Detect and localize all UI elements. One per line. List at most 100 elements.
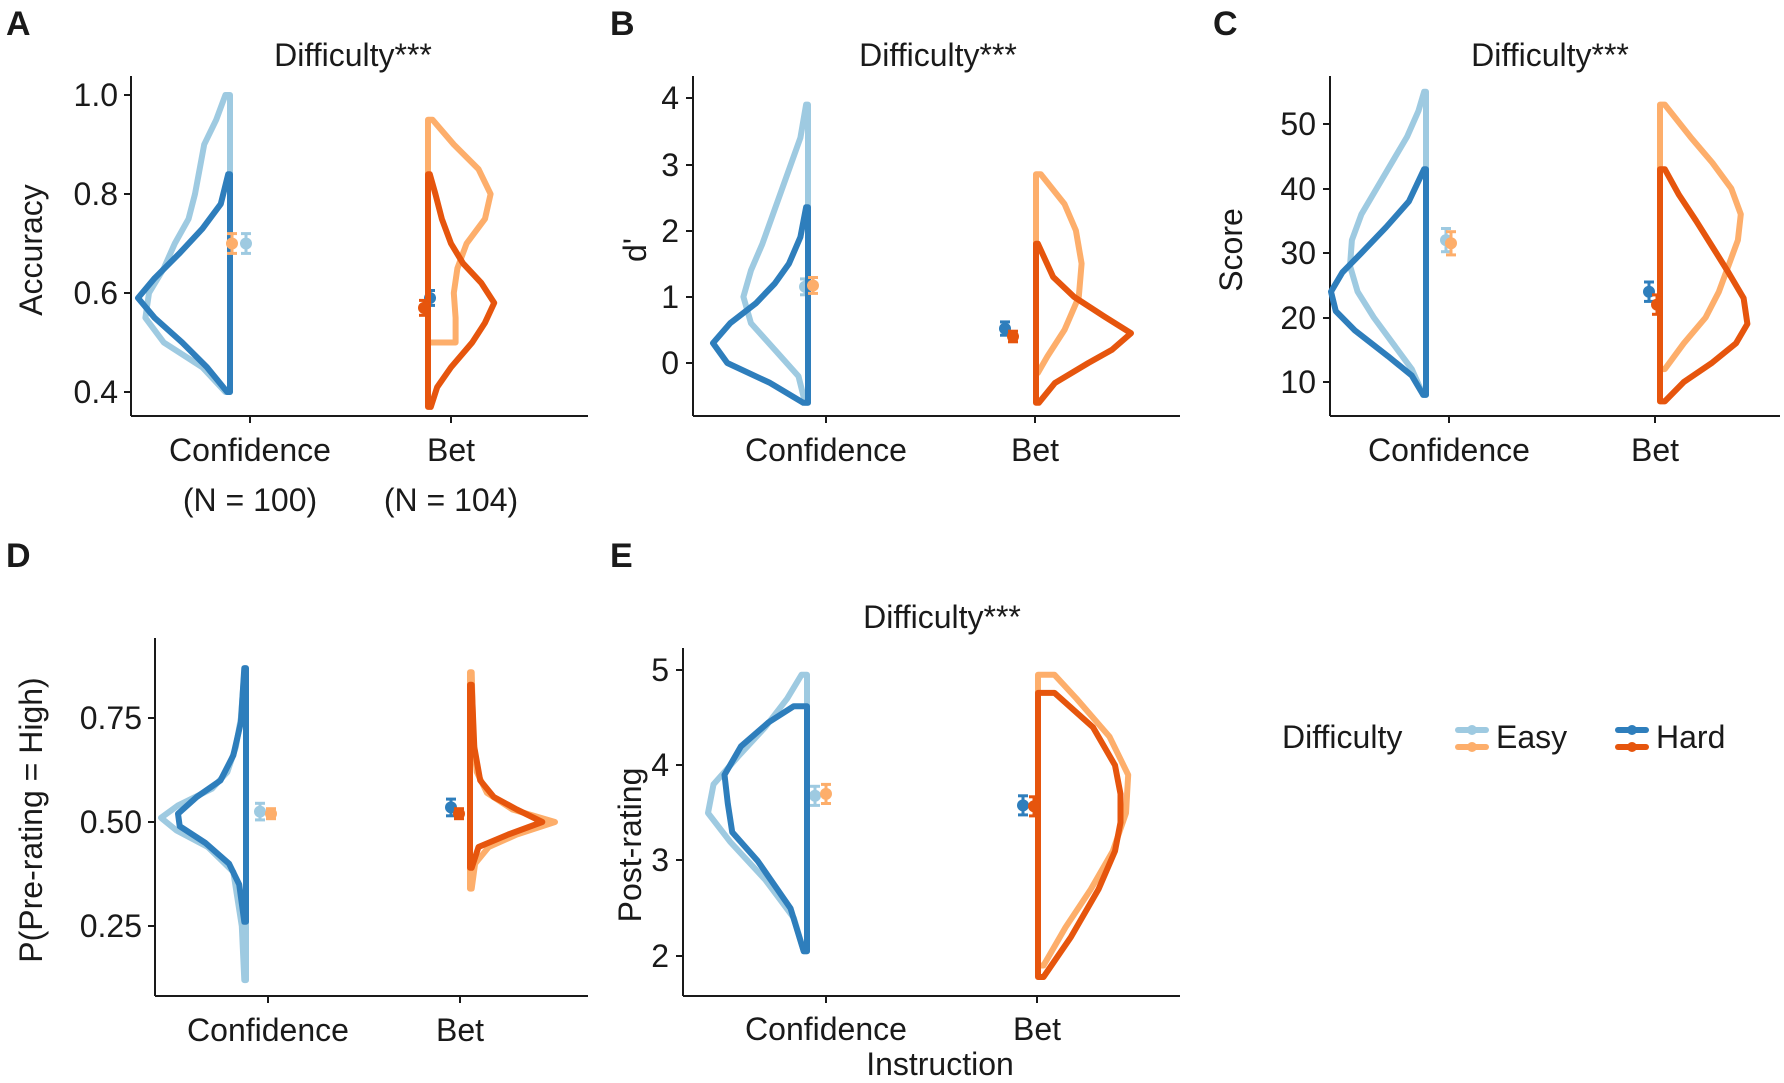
panel-letter-e: E [610, 537, 633, 575]
panel-e-marks [705, 671, 1132, 980]
panel-c-xtick-label-confidence: Confidence [1368, 432, 1530, 468]
mean-point-bet-easy [265, 807, 277, 820]
panel-b-ytick-label: 2 [661, 213, 679, 249]
panel-letter-d: D [6, 537, 31, 575]
mean-point-bet-easy [820, 787, 832, 800]
panel-a-marks [135, 92, 498, 410]
panel-a-ytick-label: 0.4 [74, 374, 118, 410]
panel-a-ytick-label: 0.8 [74, 176, 118, 212]
violin-confidence-hard [175, 665, 249, 925]
legend-key-hard-dot-2 [1627, 742, 1637, 752]
violin-bet-easy [1033, 171, 1085, 376]
panel-e-ytick-label: 3 [651, 842, 669, 878]
panel-b-ytick-label: 4 [661, 80, 679, 116]
mean-point-confidence-easy [809, 789, 821, 802]
mean-point-bet-hard [1651, 298, 1663, 311]
violin-bet-easy [1657, 101, 1744, 373]
mean-point-bet-easy [807, 279, 819, 292]
legend-title: Difficulty [1282, 719, 1402, 755]
panel-c-ytick-label: 50 [1280, 106, 1316, 142]
panel-c-y-ticks: 10 20 30 40 50 [1280, 106, 1330, 400]
panel-d-xtick-label-confidence: Confidence [187, 1012, 349, 1048]
mean-point-confidence-easy [254, 805, 266, 818]
violin-bet-hard [425, 171, 498, 410]
panel-b-ytick-label: 0 [661, 345, 679, 381]
mean-point-bet-hard [418, 301, 430, 314]
panel-b-y-title: d' [617, 238, 653, 262]
violin-confidence-hard [135, 171, 233, 395]
panel-b: Difficulty*** d' 0 1 2 3 4 Confidence Be… [617, 37, 1180, 468]
mean-point-confidence-easy [240, 237, 252, 250]
panel-a-y-title: Accuracy [13, 184, 49, 316]
panel-b-y-ticks: 0 1 2 3 4 [661, 80, 693, 381]
panel-c-ytick-label: 30 [1280, 235, 1316, 271]
panel-a-xtick-label-bet: Bet [427, 432, 475, 468]
violin-confidence-easy [1347, 88, 1429, 398]
panel-d-ytick-label: 0.50 [80, 804, 142, 840]
mean-point-confidence-hard [1017, 799, 1029, 812]
panel-b-ytick-label: 1 [661, 279, 679, 315]
panel-d: P(Pre-rating = High) 0.25 0.50 0.75 Conf… [13, 638, 588, 1048]
panel-letter-b: B [610, 5, 635, 43]
legend-key-hard [1615, 725, 1649, 752]
panel-e-y-title: Post-rating [612, 768, 648, 923]
panel-d-y-ticks: 0.25 0.50 0.75 [80, 700, 155, 944]
panel-e-xtick-label-confidence: Confidence [745, 1011, 907, 1047]
violin-confidence-hard [710, 204, 811, 406]
panel-d-marks [158, 665, 558, 984]
panel-c-ytick-label: 40 [1280, 171, 1316, 207]
mean-point-bet-hard [1007, 330, 1019, 343]
violin-bet-hard [1035, 689, 1124, 980]
panel-e-ytick-label: 2 [651, 938, 669, 974]
panel-d-ytick-label: 0.75 [80, 700, 142, 736]
panel-e-title: Difficulty*** [863, 599, 1021, 635]
mean-point-bet-hard [1028, 800, 1040, 813]
panel-letter-a: A [6, 5, 31, 43]
panel-b-ytick-label: 3 [661, 147, 679, 183]
violin-confidence-hard [1328, 166, 1429, 398]
panel-b-title: Difficulty*** [859, 37, 1017, 73]
violin-confidence-easy [158, 669, 249, 984]
panel-d-xtick-label-bet: Bet [436, 1012, 484, 1048]
panel-e-y-ticks: 2 3 4 5 [651, 652, 683, 974]
panel-a: Difficulty*** Accuracy 0.4 0.6 0.8 1.0 C… [13, 37, 588, 518]
panel-letter-c: C [1213, 5, 1238, 43]
violin-bet-hard [1033, 240, 1134, 406]
legend-key-easy-dot-1 [1467, 725, 1477, 735]
panel-a-xtick-label-confidence: Confidence [169, 432, 331, 468]
panel-a-ytick-label: 0.6 [74, 275, 118, 311]
panel-e-ytick-label: 4 [651, 747, 669, 783]
panel-a-n-confidence: (N = 100) [183, 482, 317, 518]
panel-a-ytick-label: 1.0 [74, 77, 118, 113]
violin-bet-hard [467, 681, 546, 871]
panel-c-ytick-label: 10 [1280, 364, 1316, 400]
panel-e-ytick-label: 5 [651, 652, 669, 688]
legend-key-easy-dot-2 [1467, 742, 1477, 752]
panel-c: Difficulty*** Score 10 20 30 40 50 Confi… [1213, 37, 1780, 468]
legend-label-easy: Easy [1496, 719, 1567, 755]
legend-key-easy [1455, 725, 1489, 752]
x-axis-title: Instruction [866, 1046, 1014, 1082]
panel-d-ytick-label: 0.25 [80, 908, 142, 944]
panel-e: Difficulty*** Post-rating 2 3 4 5 Confid… [612, 599, 1180, 1082]
mean-point-bet-hard [453, 807, 465, 820]
panel-b-xtick-label-bet: Bet [1011, 432, 1059, 468]
legend-key-hard-dot-1 [1627, 725, 1637, 735]
panel-a-title: Difficulty*** [274, 37, 432, 73]
panel-b-marks [710, 101, 1134, 406]
panel-e-xtick-label-bet: Bet [1013, 1011, 1061, 1047]
legend: Difficulty Easy Hard [1282, 719, 1725, 755]
panel-a-y-ticks: 0.4 0.6 0.8 1.0 [74, 77, 131, 410]
violin-bet-easy [425, 116, 494, 346]
legend-label-hard: Hard [1656, 719, 1725, 755]
violin-confidence-easy [740, 101, 811, 406]
violin-confidence-hard [721, 703, 810, 955]
panel-a-n-bet: (N = 104) [384, 482, 518, 518]
violin-bet-easy [1035, 671, 1132, 969]
violin-bet-hard [1657, 166, 1751, 405]
mean-point-bet-easy [1445, 237, 1457, 250]
panel-c-xtick-label-bet: Bet [1631, 432, 1679, 468]
violin-confidence-easy [142, 92, 233, 395]
panel-c-y-title: Score [1213, 208, 1249, 292]
panel-c-marks [1328, 88, 1751, 405]
